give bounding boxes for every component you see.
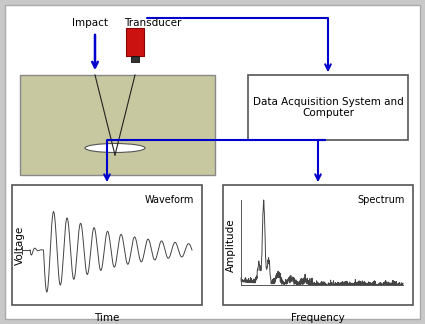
Text: Time: Time	[94, 313, 120, 323]
Bar	[20, 75, 215, 175]
Text: Voltage: Voltage	[15, 226, 25, 265]
Text: Frequency: Frequency	[291, 313, 345, 323]
Bar	[248, 75, 408, 140]
Text: Data Acquisition System and
Computer: Data Acquisition System and Computer	[252, 97, 403, 118]
Bar	[12, 185, 202, 305]
Text: Impact: Impact	[72, 18, 108, 28]
Ellipse shape	[85, 144, 145, 153]
Text: Amplitude: Amplitude	[226, 218, 236, 272]
Bar	[223, 185, 413, 305]
Text: Transducer: Transducer	[124, 18, 181, 28]
FancyBboxPatch shape	[126, 28, 144, 56]
FancyBboxPatch shape	[131, 56, 139, 62]
Text: Waveform: Waveform	[144, 195, 194, 205]
Text: Spectrum: Spectrum	[357, 195, 405, 205]
